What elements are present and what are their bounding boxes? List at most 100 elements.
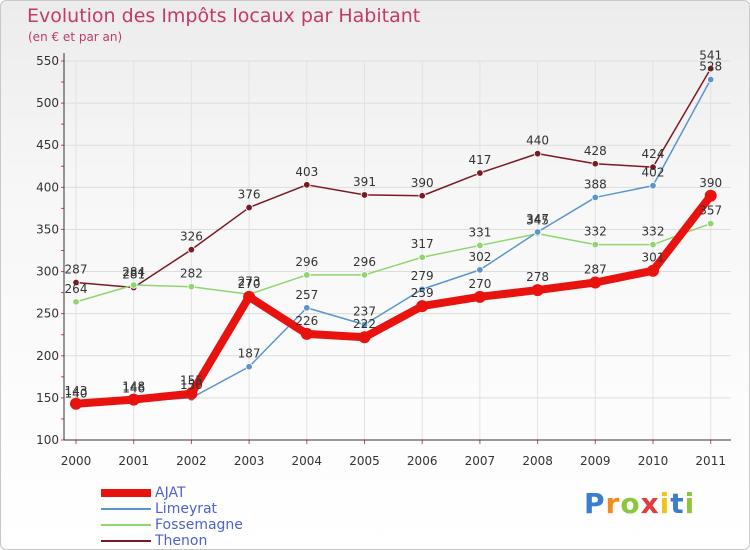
y-tick-label: 100 xyxy=(36,433,59,447)
data-label-ajat: 287 xyxy=(584,263,607,277)
data-label-thenon: 541 xyxy=(699,49,722,63)
data-point-ajat xyxy=(531,284,544,297)
data-point-fossemagne xyxy=(591,240,599,249)
x-tick-label: 2007 xyxy=(465,454,496,468)
data-point-thenon xyxy=(591,160,599,168)
data-label-ajat: 301 xyxy=(642,251,665,265)
data-point-ajat xyxy=(473,290,486,303)
legend-swatch-fossemagne xyxy=(101,524,151,526)
data-label-ajat: 278 xyxy=(526,270,549,284)
data-point-ajat xyxy=(185,387,198,400)
data-point-thenon xyxy=(360,191,369,199)
data-label-limeyrat: 150 xyxy=(180,378,203,392)
data-point-thenon xyxy=(245,203,253,212)
data-label-limeyrat: 279 xyxy=(411,269,434,283)
y-tick-label: 300 xyxy=(36,265,59,279)
data-point-fossemagne xyxy=(187,283,196,291)
data-label-fossemagne: 332 xyxy=(584,225,607,239)
data-label-limeyrat: 388 xyxy=(584,177,607,191)
y-tick-label: 200 xyxy=(36,349,59,363)
logo-letter: i xyxy=(659,487,671,520)
data-label-thenon: 390 xyxy=(411,176,434,190)
data-point-fossemagne xyxy=(476,241,484,250)
data-label-fossemagne: 331 xyxy=(468,225,491,239)
data-point-ajat xyxy=(300,327,313,340)
data-label-fossemagne: 332 xyxy=(642,225,665,239)
data-label-ajat: 222 xyxy=(353,317,376,331)
x-tick-label: 2006 xyxy=(407,454,438,468)
data-label-fossemagne: 264 xyxy=(65,282,88,296)
x-tick-label: 2002 xyxy=(176,454,207,468)
data-label-limeyrat: 347 xyxy=(526,212,549,226)
data-label-thenon: 376 xyxy=(238,188,261,202)
series-line-limeyrat xyxy=(75,78,712,408)
legend-swatch-thenon xyxy=(101,540,151,542)
data-label-ajat: 390 xyxy=(699,176,722,190)
legend-label-limeyrat: Limeyrat xyxy=(155,501,218,517)
data-point-fossemagne xyxy=(360,271,369,279)
series-line-thenon xyxy=(75,67,712,289)
y-tick-label: 150 xyxy=(36,391,59,405)
data-label-limeyrat: 302 xyxy=(468,250,491,264)
data-point-limeyrat xyxy=(360,320,369,329)
y-tick-label: 550 xyxy=(36,54,59,68)
series-line-ajat xyxy=(72,191,715,408)
y-tick-label: 500 xyxy=(36,96,59,110)
data-point-limeyrat xyxy=(591,193,599,202)
data-point-limeyrat xyxy=(303,304,311,312)
data-point-ajat xyxy=(416,300,429,313)
data-point-limeyrat xyxy=(649,181,657,190)
data-point-ajat xyxy=(243,290,256,303)
data-point-fossemagne xyxy=(303,271,311,279)
logo-letter: r xyxy=(605,487,621,520)
data-label-ajat: 270 xyxy=(238,277,261,291)
logo-letter: i xyxy=(684,487,696,520)
data-point-ajat xyxy=(70,397,82,410)
data-point-thenon xyxy=(187,245,196,254)
data-point-thenon xyxy=(476,169,484,177)
data-label-thenon: 326 xyxy=(180,230,203,244)
data-label-fossemagne: 357 xyxy=(699,204,722,218)
data-point-fossemagne xyxy=(649,240,657,249)
logo-letter: o xyxy=(620,487,641,520)
data-label-ajat: 155 xyxy=(180,374,203,388)
y-tick-label: 400 xyxy=(36,180,59,194)
x-tick-label: 2008 xyxy=(522,454,553,468)
data-point-ajat xyxy=(647,264,659,277)
data-label-ajat: 148 xyxy=(122,380,145,394)
x-tick-label: 2003 xyxy=(234,454,265,468)
x-tick-label: 2011 xyxy=(695,454,726,468)
data-point-limeyrat xyxy=(476,266,484,274)
data-label-fossemagne: 282 xyxy=(180,267,203,281)
data-point-thenon xyxy=(707,64,715,73)
y-tick-label: 250 xyxy=(36,307,59,321)
data-point-thenon xyxy=(303,181,311,189)
x-tick-label: 2010 xyxy=(638,454,669,468)
data-label-fossemagne: 284 xyxy=(122,265,145,279)
data-point-ajat xyxy=(127,393,140,406)
x-tick-label: 2004 xyxy=(292,454,323,468)
legend-swatch-ajat xyxy=(101,489,151,497)
data-point-fossemagne xyxy=(418,253,426,261)
data-label-fossemagne: 296 xyxy=(353,255,376,269)
data-label-limeyrat: 237 xyxy=(353,305,376,319)
data-label-ajat: 226 xyxy=(295,314,318,328)
x-tick-label: 2001 xyxy=(118,454,149,468)
data-label-thenon: 440 xyxy=(526,134,549,148)
data-label-limeyrat: 146 xyxy=(122,381,145,395)
y-tick-label: 350 xyxy=(36,222,59,236)
data-label-fossemagne: 273 xyxy=(238,274,261,288)
data-point-limeyrat xyxy=(533,228,542,236)
data-label-thenon: 417 xyxy=(468,153,491,167)
data-point-limeyrat xyxy=(245,363,253,371)
legend-swatch-limeyrat xyxy=(101,508,151,510)
data-label-limeyrat: 140 xyxy=(65,386,88,400)
data-point-fossemagne xyxy=(72,298,80,306)
data-point-ajat xyxy=(358,331,371,344)
data-point-limeyrat xyxy=(418,285,426,293)
data-label-ajat: 270 xyxy=(468,277,491,291)
proxiti-logo: Proxiti xyxy=(584,487,695,520)
data-label-thenon: 403 xyxy=(295,165,318,179)
